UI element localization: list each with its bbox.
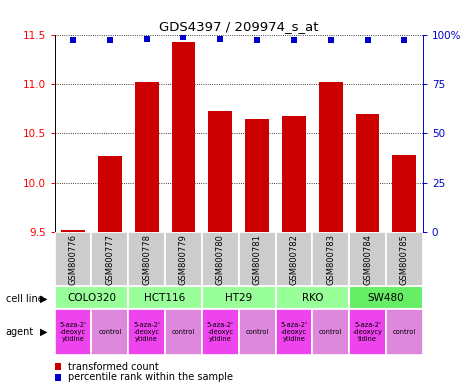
Point [400,37,408,43]
Text: control: control [319,329,342,335]
Bar [349,232,386,286]
Text: GSM800777: GSM800777 [105,234,114,285]
Bar [91,232,128,286]
Point [364,37,371,43]
Text: HT29: HT29 [225,293,252,303]
Text: 5-aza-2'
-deoxyc
ytidine: 5-aza-2' -deoxyc ytidine [59,322,86,342]
Point [327,37,334,43]
Bar [202,286,276,309]
Bar [165,232,202,286]
Point [69,37,77,43]
Text: 5-aza-2'
-deoxyc
ytidine: 5-aza-2' -deoxyc ytidine [207,322,234,342]
Bar [386,309,423,355]
Bar [202,232,238,286]
Text: cell line: cell line [6,294,43,304]
Bar [319,82,342,232]
Text: 5-aza-2'
-deoxycy
tidine: 5-aza-2' -deoxycy tidine [352,322,382,342]
Text: GSM800784: GSM800784 [363,234,372,285]
Text: control: control [98,329,122,335]
Bar [276,232,313,286]
Text: GSM800785: GSM800785 [400,234,409,285]
Bar [313,309,349,355]
Bar [55,363,61,370]
Bar [392,155,416,232]
Point [290,37,298,43]
Bar [55,309,91,355]
Text: ▶: ▶ [40,327,48,337]
Text: GSM800778: GSM800778 [142,234,151,285]
Text: control: control [246,329,269,335]
Bar [165,309,202,355]
Point [106,37,114,43]
Text: COLO320: COLO320 [67,293,116,303]
Bar [313,232,349,286]
Text: control: control [393,329,416,335]
Text: GSM800782: GSM800782 [289,234,298,285]
Bar [356,114,380,232]
Text: GSM800783: GSM800783 [326,234,335,285]
Bar [349,286,423,309]
Bar [91,309,128,355]
Text: ▶: ▶ [40,294,48,304]
Text: GSM800781: GSM800781 [253,234,262,285]
Point [217,35,224,41]
Bar [276,286,349,309]
Text: GSM800776: GSM800776 [68,234,77,285]
Text: GSM800780: GSM800780 [216,234,225,285]
Text: 5-aza-2'
-deoxyc
ytidine: 5-aza-2' -deoxyc ytidine [133,322,160,342]
Bar [128,309,165,355]
Bar [245,119,269,232]
Text: control: control [172,329,195,335]
Bar [55,286,128,309]
Bar [135,82,159,232]
Bar [128,232,165,286]
Bar [55,232,91,286]
Text: GSM800779: GSM800779 [179,234,188,285]
Bar [386,232,423,286]
Bar [55,374,61,381]
Point [143,35,151,41]
Bar [238,232,276,286]
Title: GDS4397 / 209974_s_at: GDS4397 / 209974_s_at [159,20,318,33]
Point [253,37,261,43]
Bar [128,286,202,309]
Bar [202,309,238,355]
Text: transformed count: transformed count [68,362,159,372]
Bar [61,230,85,232]
Bar [282,116,306,232]
Bar [98,156,122,232]
Bar [276,309,313,355]
Text: agent: agent [6,327,34,337]
Text: 5-aza-2'
-deoxyc
ytidine: 5-aza-2' -deoxyc ytidine [280,322,307,342]
Bar [238,309,276,355]
Text: SW480: SW480 [368,293,404,303]
Point [180,33,187,40]
Text: percentile rank within the sample: percentile rank within the sample [68,372,233,382]
Bar [209,111,232,232]
Text: RKO: RKO [302,293,323,303]
Text: HCT116: HCT116 [144,293,186,303]
Bar [349,309,386,355]
Bar [171,43,195,232]
